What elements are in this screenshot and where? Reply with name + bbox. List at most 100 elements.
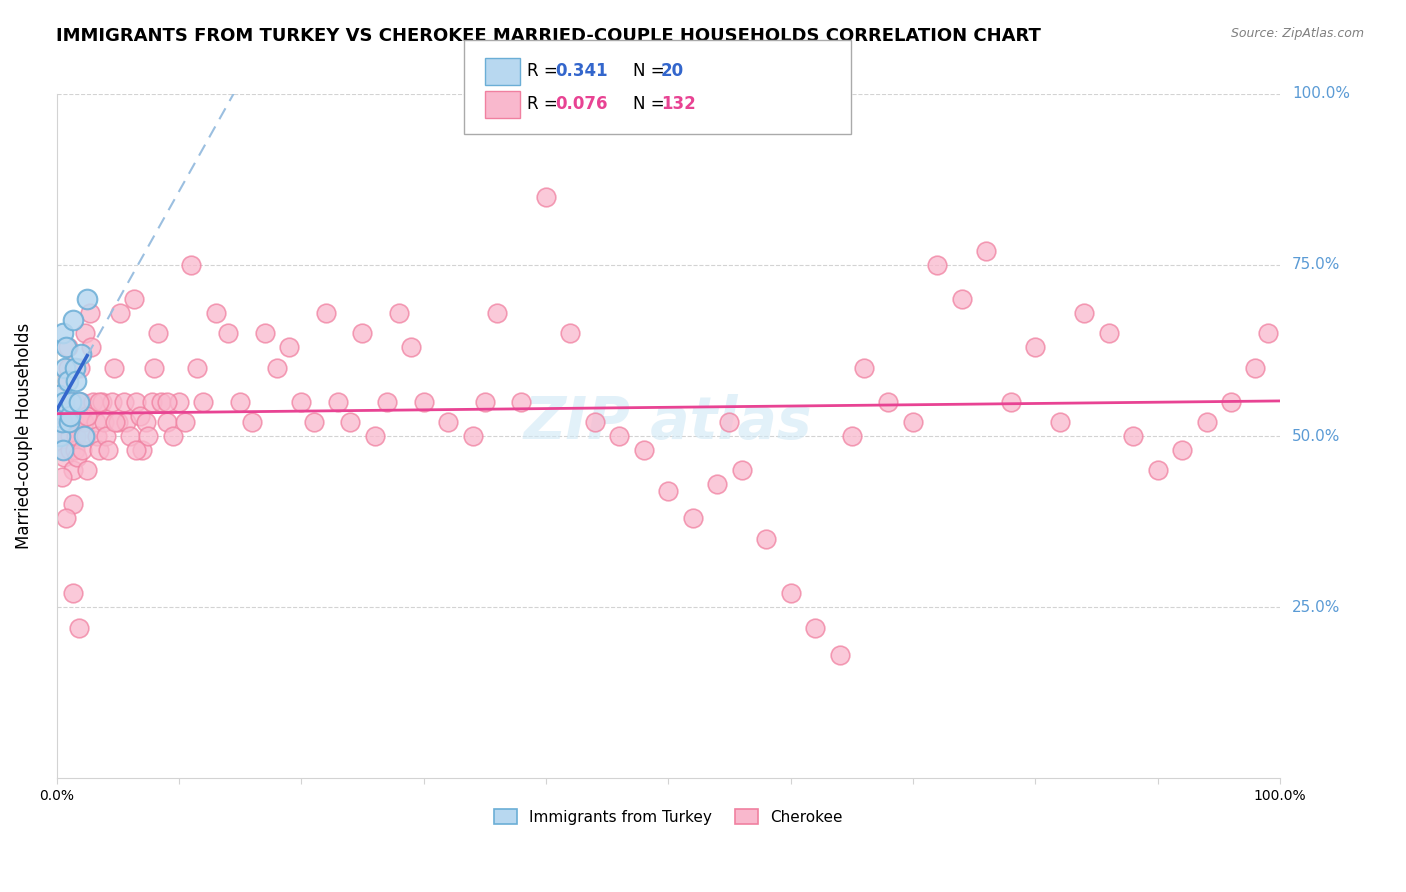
Point xyxy=(69,360,91,375)
Text: IMMIGRANTS FROM TURKEY VS CHEROKEE MARRIED-COUPLE HOUSEHOLDS CORRELATION CHART: IMMIGRANTS FROM TURKEY VS CHEROKEE MARRI… xyxy=(56,27,1040,45)
Point xyxy=(901,415,924,429)
Point xyxy=(115,415,138,429)
Point xyxy=(193,394,215,409)
Point xyxy=(59,429,82,443)
Point xyxy=(363,429,385,443)
Point xyxy=(65,429,87,443)
Point xyxy=(110,306,132,320)
Text: 0.076: 0.076 xyxy=(555,95,607,113)
Point xyxy=(52,442,75,457)
Point xyxy=(718,415,741,429)
Point xyxy=(510,394,533,409)
Point xyxy=(1171,442,1194,457)
Point xyxy=(229,394,252,409)
Point xyxy=(1220,394,1243,409)
Point xyxy=(53,360,76,375)
Point xyxy=(461,429,484,443)
Point xyxy=(70,394,93,409)
Point xyxy=(149,394,172,409)
Text: N =: N = xyxy=(633,95,664,113)
Point xyxy=(135,415,157,429)
Point xyxy=(156,394,179,409)
Point xyxy=(1122,429,1144,443)
Point xyxy=(62,463,84,477)
Point xyxy=(56,340,79,354)
Point xyxy=(59,442,82,457)
Point xyxy=(51,442,73,457)
Legend: Immigrants from Turkey, Cherokee: Immigrants from Turkey, Cherokee xyxy=(486,801,851,832)
Point xyxy=(125,394,148,409)
Point xyxy=(388,306,411,320)
Point xyxy=(66,450,89,464)
Point xyxy=(75,429,97,443)
Point xyxy=(62,498,84,512)
Point xyxy=(950,292,973,306)
Point xyxy=(55,511,77,525)
Point xyxy=(412,394,434,409)
Point xyxy=(72,415,94,429)
Point xyxy=(828,648,851,662)
Text: Source: ZipAtlas.com: Source: ZipAtlas.com xyxy=(1230,27,1364,40)
Point xyxy=(84,415,107,429)
Point xyxy=(877,394,900,409)
Point xyxy=(59,409,82,423)
Point xyxy=(122,292,145,306)
Point xyxy=(118,429,141,443)
Point xyxy=(437,415,460,429)
Point xyxy=(657,483,679,498)
Point xyxy=(141,394,163,409)
Text: ZIP atlas: ZIP atlas xyxy=(524,394,813,450)
Point xyxy=(315,306,337,320)
Point xyxy=(73,326,96,341)
Point xyxy=(1244,360,1267,375)
Text: 25.0%: 25.0% xyxy=(1292,599,1340,615)
Point xyxy=(52,429,75,443)
Point xyxy=(67,621,90,635)
Point xyxy=(1049,415,1071,429)
Point xyxy=(60,394,83,409)
Point xyxy=(474,394,496,409)
Point xyxy=(62,586,84,600)
Point xyxy=(253,326,276,341)
Text: R =: R = xyxy=(527,95,558,113)
Point xyxy=(67,409,90,423)
Point xyxy=(204,306,226,320)
Point xyxy=(100,394,122,409)
Point xyxy=(976,244,998,259)
Point xyxy=(706,477,728,491)
Point xyxy=(804,621,827,635)
Point xyxy=(93,415,115,429)
Point xyxy=(240,415,263,429)
Point xyxy=(72,442,94,457)
Point xyxy=(62,415,84,429)
Point xyxy=(841,429,863,443)
Point xyxy=(302,415,325,429)
Point xyxy=(52,394,75,409)
Point xyxy=(55,429,77,443)
Point xyxy=(633,442,655,457)
Point xyxy=(48,415,70,429)
Point xyxy=(1098,326,1121,341)
Point xyxy=(52,326,75,341)
Point xyxy=(266,360,288,375)
Point xyxy=(49,429,72,443)
Text: 0.341: 0.341 xyxy=(555,62,607,80)
Point xyxy=(52,409,75,423)
Point xyxy=(607,429,630,443)
Point xyxy=(326,394,349,409)
Point xyxy=(755,532,778,546)
Text: 132: 132 xyxy=(661,95,696,113)
Text: 20: 20 xyxy=(661,62,683,80)
Point xyxy=(63,442,86,457)
Point xyxy=(104,415,127,429)
Point xyxy=(58,394,80,409)
Point xyxy=(128,409,150,423)
Point xyxy=(485,306,508,320)
Point xyxy=(339,415,361,429)
Y-axis label: Married-couple Households: Married-couple Households xyxy=(15,323,32,549)
Point xyxy=(138,429,160,443)
Point xyxy=(62,312,84,326)
Point xyxy=(1146,463,1168,477)
Point xyxy=(779,586,801,600)
Point xyxy=(55,394,77,409)
